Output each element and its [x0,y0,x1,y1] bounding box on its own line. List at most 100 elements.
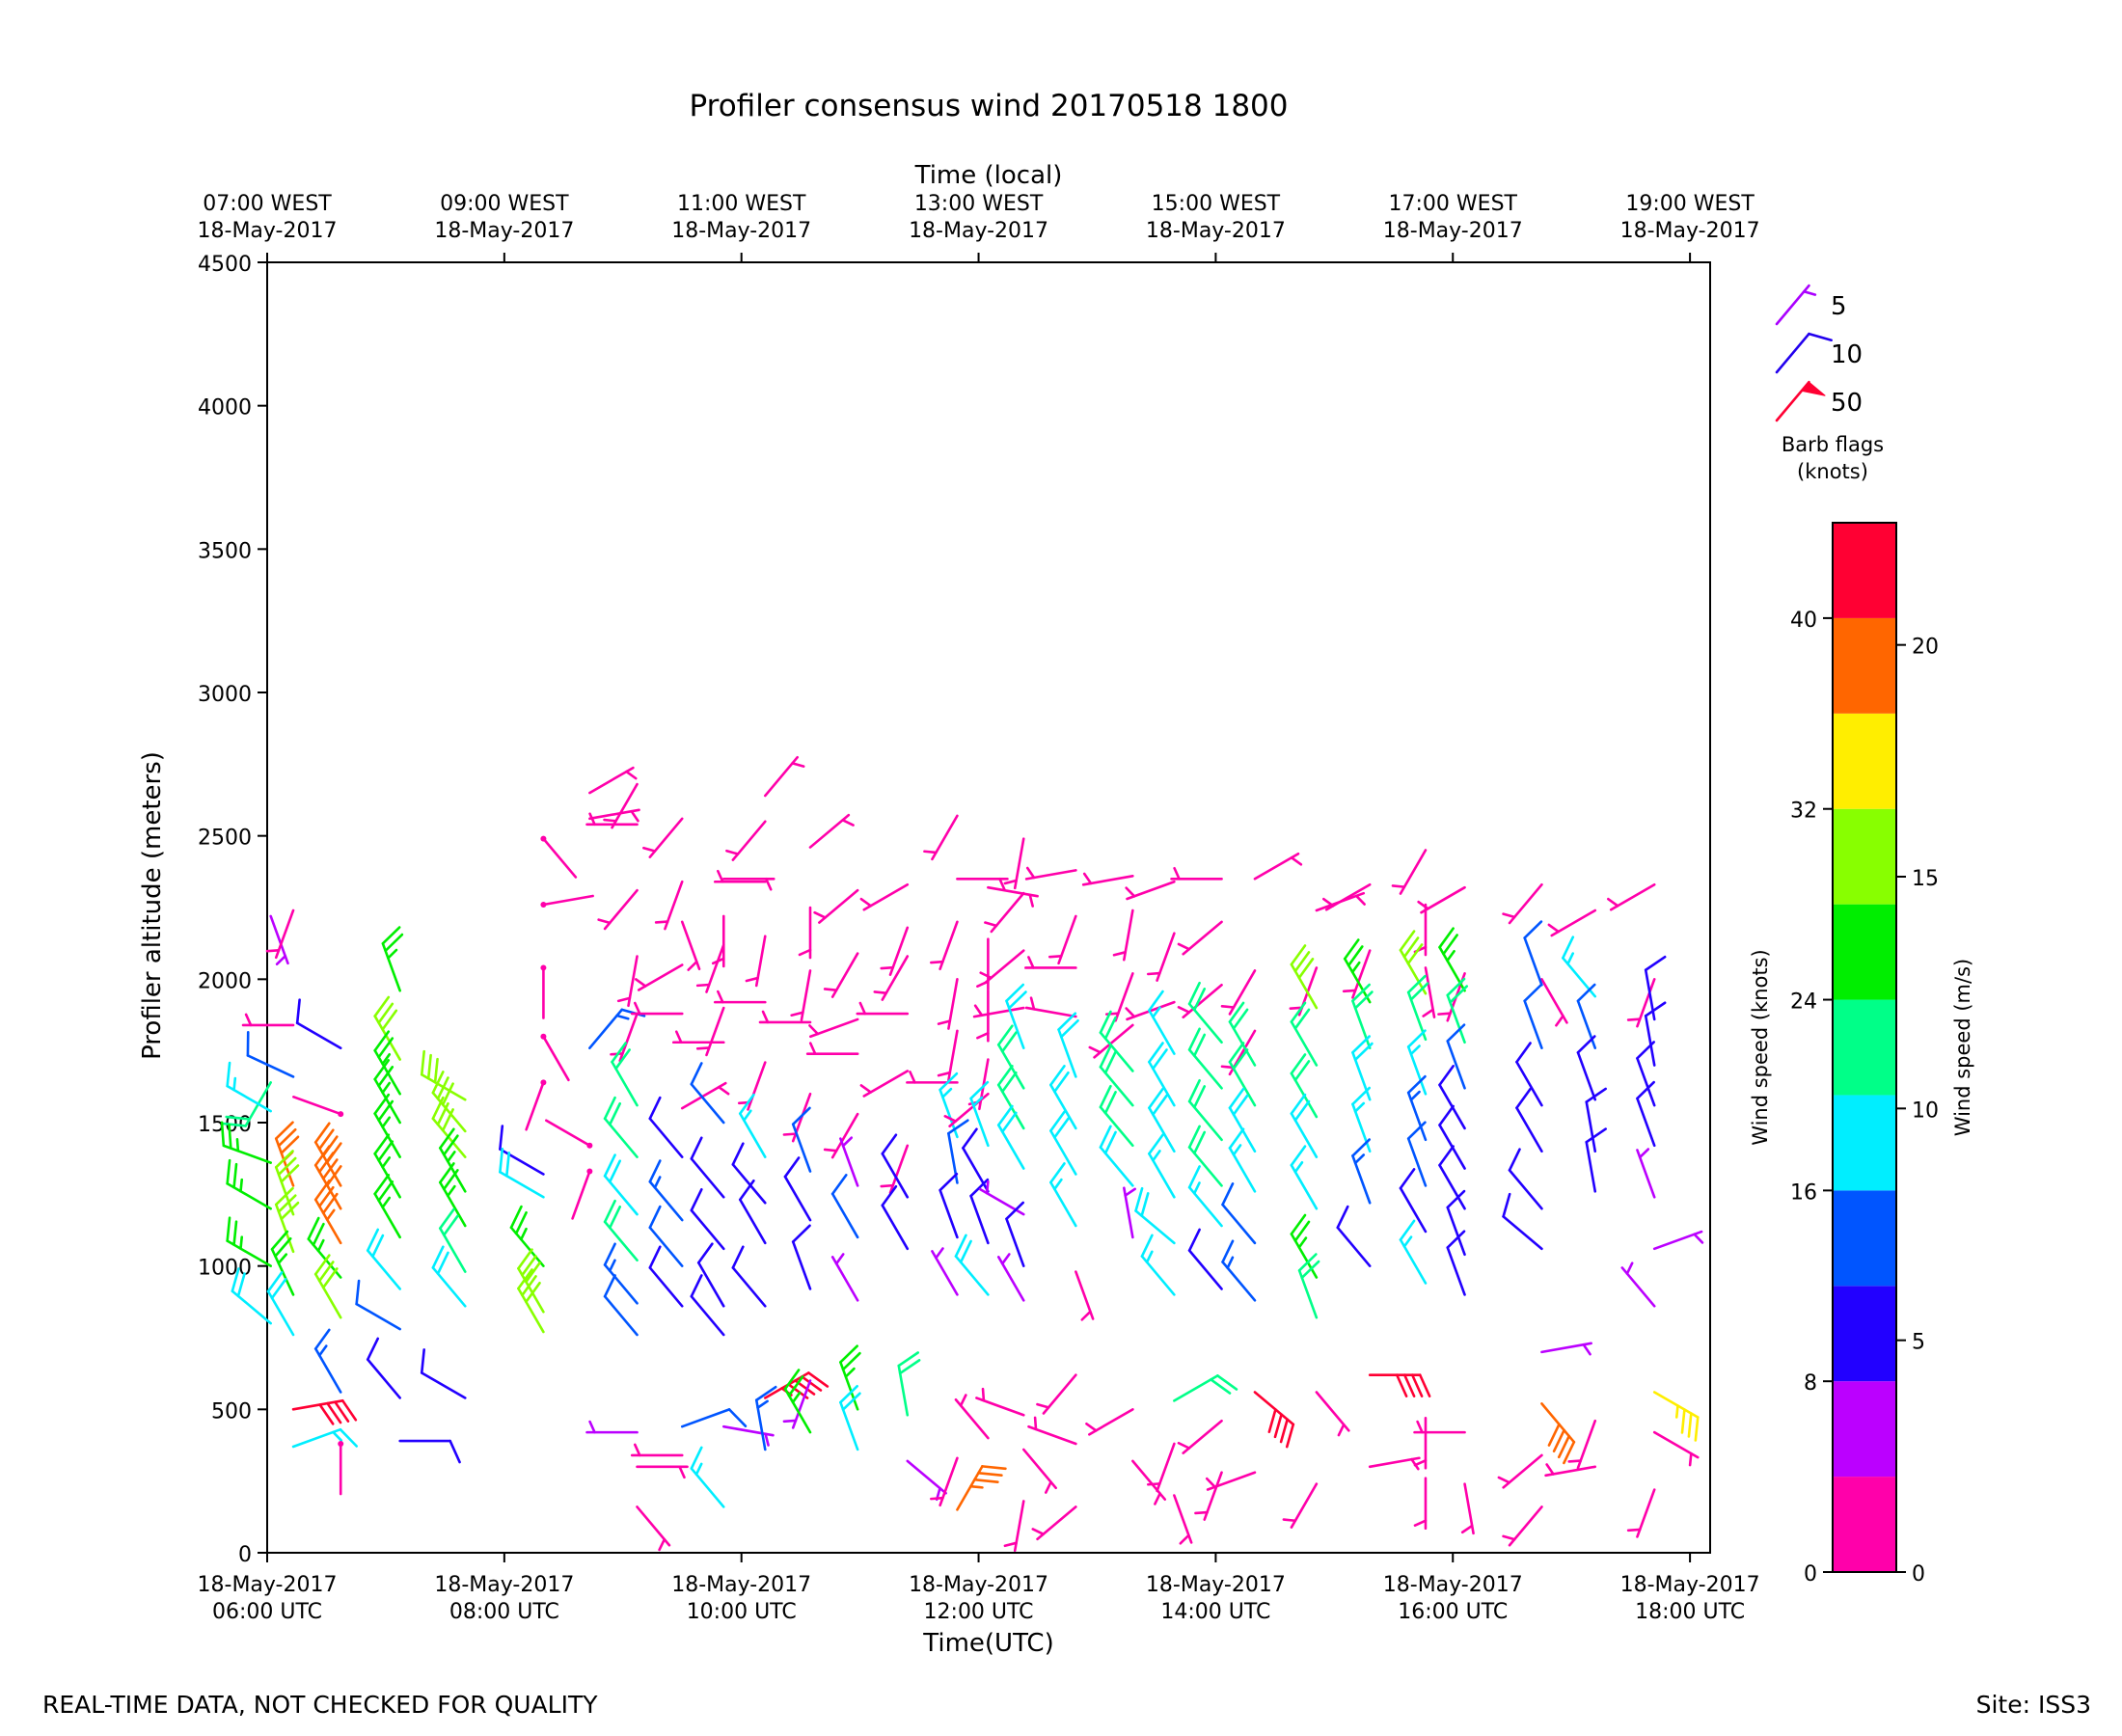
y-tick-label: 3500 [198,539,252,563]
wind-barb [1220,969,1257,1016]
wind-barb [373,995,401,1061]
wind-barb [1148,1087,1176,1153]
wind-barb [1099,1125,1134,1187]
wind-barb [1652,1430,1700,1467]
wind-barb [1024,956,1077,969]
wind-barb [1336,1205,1372,1267]
wind-barb [499,1125,545,1176]
colorbar-knot-label: 40 [1790,609,1817,633]
wind-barb [791,1224,812,1290]
wind-barb [859,882,910,911]
wind-barb [937,978,959,1030]
wind-barb [1391,849,1428,895]
wind-barb [1406,1029,1428,1096]
wind-barb [690,1136,725,1199]
wind-barb [269,914,289,965]
wind-barb [1024,996,1077,1018]
x-tick-label-time: 12:00 UTC [924,1600,1034,1624]
wind-barb [798,906,812,960]
wind-barb [1049,1110,1077,1176]
wind-barb [873,955,910,1001]
wind-barb [1399,930,1428,995]
wind-barb [313,1328,342,1394]
wind-barb [313,1179,342,1245]
wind-barb [1406,1121,1428,1187]
wind-barb [1368,1373,1431,1397]
wind-barb [931,1247,959,1296]
wind-barb [1413,1420,1466,1434]
wind-barb [745,935,767,988]
wind-barb [1253,852,1303,881]
wind-barb [1099,1044,1134,1107]
wind-barb [1652,1230,1704,1251]
wind-barb [274,1186,300,1254]
top-axis-label: Time (local) [914,161,1063,190]
wind-barb [1540,978,1568,1027]
wind-barb [611,1042,639,1107]
wind-barb [1515,1042,1543,1107]
wind-barb [642,817,684,858]
x-tick-label-time: 14:00 UTC [1160,1600,1270,1624]
y-tick-label: 4000 [198,396,252,420]
colorbar-ms-label: 20 [1912,636,1939,660]
wind-barb [540,964,547,1019]
wind-barb [805,1042,859,1055]
top-tick-label-time: 09:00 WEST [440,192,569,216]
wind-barb [830,1174,859,1239]
wind-barb [880,926,910,976]
colorbar: 0 8 16 24 32 40 0 5 10 15 20 Wind speed (knots) Wi… [1749,522,1974,1587]
wind-barb [616,955,639,1008]
wind-barb [813,888,859,924]
colorbar-ms-label: 5 [1912,1331,1925,1355]
wind-barb [291,1427,359,1449]
wind-barb [509,1205,545,1267]
wind-barb [680,1081,730,1110]
wind-barb [1585,1087,1607,1153]
wind-barb [1081,872,1134,886]
colorbar-ms-label: 10 [1912,1099,1939,1123]
wind-barb [1585,1127,1607,1193]
x-tick-label-time: 10:00 UTC [687,1600,797,1624]
wind-barb [1003,837,1025,890]
wind-barb [603,1199,639,1262]
x-axis-ticks: 18-May-2017 06:00 UTC 18-May-2017 08:00 UTC… [198,1553,1760,1624]
colorbar-bin [1833,1381,1896,1478]
wind-barb [671,1030,725,1044]
wind-barb [313,1145,342,1210]
wind-barb [839,1136,859,1187]
wind-barb [1205,1471,1257,1491]
wind-barb [1290,1213,1319,1279]
wind-barb [1177,920,1223,956]
chart-title: Profiler consensus wind 20170518 1800 [690,89,1289,123]
wind-barb [1502,1505,1543,1547]
wind-barb [1148,1133,1176,1199]
wind-barb [690,1187,725,1251]
wind-barb [823,952,859,998]
wind-barb [725,820,767,861]
wind-barb [1446,1023,1466,1090]
wind-barb [597,888,639,931]
wind-barb [839,1344,861,1411]
colorbar-knot-label: 16 [1790,1180,1817,1205]
wind-barb [731,1245,767,1308]
wind-barb [431,1245,467,1308]
wind-barb [1315,1391,1350,1437]
wind-barb [291,1399,358,1425]
x-tick-label-time: 18:00 UTC [1635,1600,1745,1624]
y-tick-label: 2000 [198,969,252,993]
wind-barb [1005,983,1027,1049]
wind-barb [1173,1374,1238,1402]
wind-barb [1088,1023,1134,1059]
wind-barb [603,1242,639,1305]
wind-barb [783,1156,812,1222]
wind-barb [431,1096,467,1158]
wind-barb [763,755,805,798]
wind-barb [338,1441,344,1496]
colorbar-bin [1833,808,1896,905]
wind-barb [241,1013,295,1027]
wind-barb [1125,880,1176,901]
wind-barb [1187,1228,1223,1290]
wind-barb [937,1029,959,1082]
wind-barb [839,1384,861,1451]
